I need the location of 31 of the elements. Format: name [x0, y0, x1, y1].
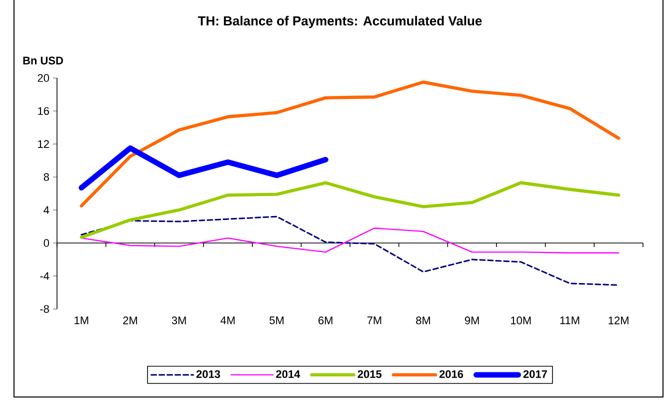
y-tick-label: -4: [40, 272, 50, 280]
y-tick-label: 16: [38, 107, 49, 115]
x-tick-label: 12M: [608, 316, 628, 324]
x-tick-label: 3M: [172, 316, 186, 324]
y-tick-label: -8: [40, 305, 49, 313]
legend-label: 2016: [439, 370, 464, 378]
line-series: [80, 80, 620, 208]
line-series: [80, 228, 620, 254]
x-tick-label: 9M: [464, 316, 479, 324]
legend-label: 2013: [196, 370, 220, 378]
x-tick-label: 7M: [367, 316, 382, 324]
chart-title: TH: Balance of Payments: Accumulated Value: [198, 16, 482, 28]
x-tick-label: 10M: [511, 316, 531, 324]
y-tick-label: 0: [44, 239, 50, 247]
x-tick-label: 1M: [74, 316, 88, 324]
x-tick-label: 5M: [270, 316, 284, 324]
legend-label: 2017: [523, 370, 547, 378]
x-tick-label: 2M: [123, 316, 137, 324]
x-tick-label: 11M: [560, 316, 580, 324]
x-tick-label: 8M: [416, 316, 430, 324]
y-tick-label: 4: [44, 206, 50, 214]
y-tick-label: 12: [38, 140, 49, 148]
legend-label: 2014: [276, 370, 300, 378]
legend-label: 2015: [358, 370, 382, 378]
line-series: [80, 216, 620, 286]
y-tick-label: 8: [44, 173, 49, 181]
x-tick-label: 4M: [220, 316, 235, 324]
x-tick-label: 6M: [318, 316, 332, 324]
line-series: [80, 181, 620, 239]
y-axis-title: Bn USD: [23, 56, 64, 64]
y-tick-label: 20: [38, 74, 50, 82]
